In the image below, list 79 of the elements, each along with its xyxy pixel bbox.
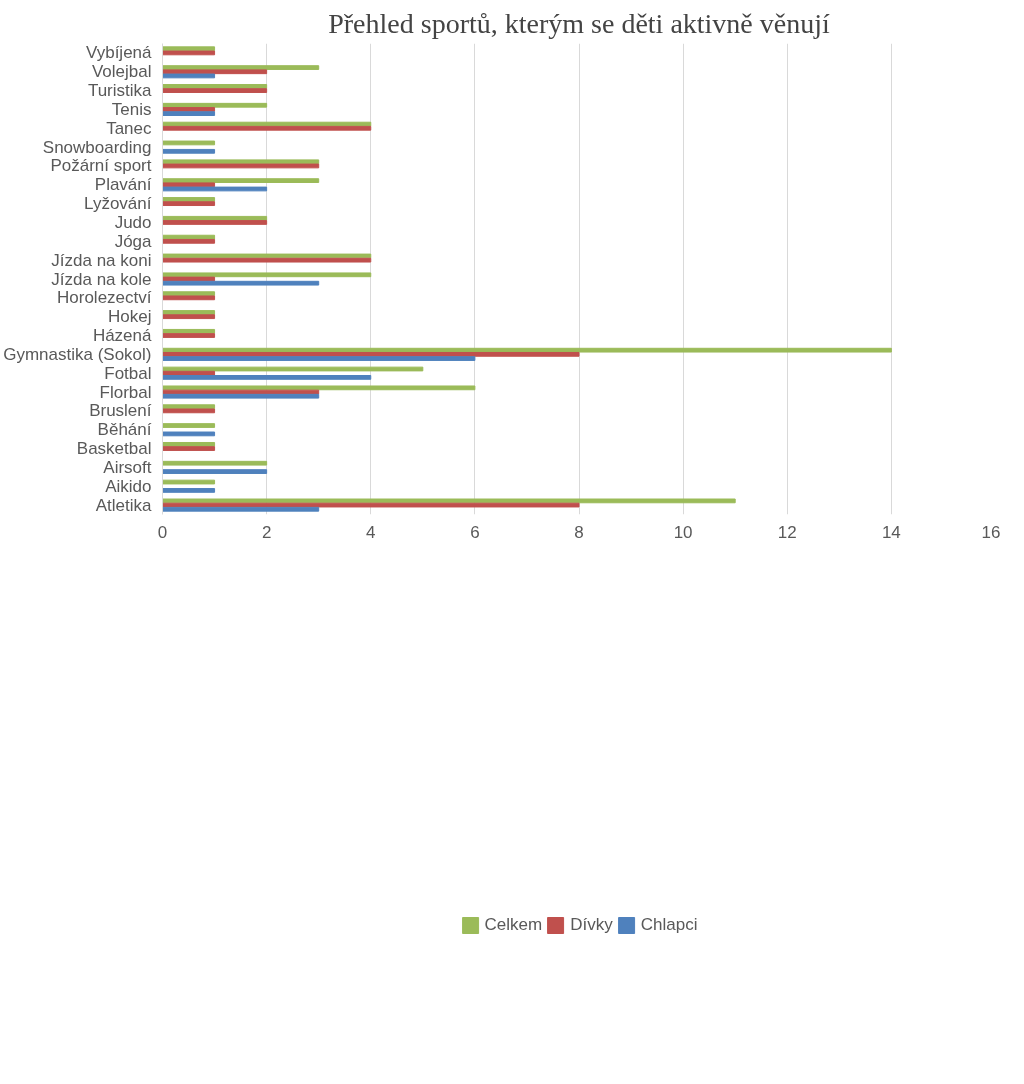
x-tick-label: 16: [981, 522, 1001, 542]
bar: [162, 178, 320, 183]
y-tick-label: Turistika: [87, 81, 153, 101]
x-tick-label: 12: [777, 522, 797, 542]
bar: [162, 502, 580, 508]
bar: [162, 314, 216, 320]
bar: [162, 102, 268, 108]
y-tick-label: Plavání: [94, 175, 152, 195]
y-tick-label: Tenis: [111, 99, 152, 119]
legend-label: Dívky: [570, 915, 613, 935]
y-tick-label: Aikido: [105, 476, 152, 496]
y-tick-label: Běhání: [97, 420, 152, 440]
legend-label: Celkem: [484, 915, 543, 935]
bar: [162, 423, 216, 428]
bar: [162, 253, 372, 259]
y-tick-label: Lyžování: [84, 194, 152, 214]
y-tick-label: Jóga: [114, 231, 153, 251]
bar: [162, 393, 320, 399]
y-tick-label: Hokej: [108, 307, 152, 327]
y-tick-label: Gymnastika (Sokol): [3, 344, 152, 364]
bar: [162, 220, 268, 225]
bar: [162, 65, 320, 70]
bar: [162, 498, 736, 504]
bar: [162, 385, 476, 391]
y-tick-label: Atletika: [95, 495, 153, 515]
bar: [162, 276, 216, 282]
bar: [162, 347, 892, 353]
bar: [162, 488, 216, 493]
y-tick-label: Fotbal: [104, 363, 152, 383]
bar: [162, 272, 372, 278]
bar: [162, 446, 216, 451]
y-tick-label: Airsoft: [103, 457, 152, 477]
x-tick-label: 0: [157, 522, 168, 542]
y-tick-label: Požární sport: [50, 156, 152, 176]
bar: [162, 163, 320, 169]
y-tick-label: Házená: [92, 326, 153, 346]
bar: [162, 88, 268, 93]
y-tick-label: Jízda na kole: [51, 269, 152, 289]
y-tick-label: Florbal: [99, 382, 152, 402]
y-tick-label: Bruslení: [89, 401, 152, 421]
bar: [162, 333, 216, 338]
bar: [162, 375, 372, 380]
bar: [162, 69, 268, 75]
x-tick-label: 2: [261, 522, 272, 542]
y-tick-label: Tanec: [106, 118, 152, 138]
bar: [162, 431, 216, 437]
x-tick-label: 8: [574, 522, 584, 542]
bar: [162, 201, 216, 207]
y-tick-label: Snowboarding: [42, 137, 152, 157]
x-tick-label: 6: [470, 522, 480, 542]
x-tick-label: 10: [673, 522, 693, 542]
bar: [162, 125, 372, 131]
bar: [162, 356, 476, 361]
bar: [162, 50, 216, 56]
bar: [162, 73, 216, 79]
x-tick-label: 14: [881, 522, 901, 542]
bar: [162, 186, 268, 192]
bar: [162, 460, 268, 466]
bar: [162, 408, 216, 414]
bar: [162, 257, 372, 263]
x-tick-label: 4: [366, 522, 376, 542]
y-tick-label: Judo: [114, 212, 152, 232]
bar: [162, 140, 216, 146]
bar: [162, 238, 216, 244]
bar: [162, 366, 424, 372]
bar: [162, 111, 216, 117]
y-tick-label: Jízda na koni: [51, 250, 152, 270]
y-tick-label: Volejbal: [91, 62, 152, 82]
y-tick-label: Basketbal: [76, 439, 152, 459]
bar: [162, 148, 216, 154]
y-tick-label: Vybíjená: [85, 43, 153, 63]
bar: [162, 506, 320, 512]
legend-label: Chlapci: [640, 915, 698, 935]
bar: [162, 479, 216, 485]
bar: [162, 295, 216, 301]
y-tick-label: Horolezectví: [57, 288, 152, 308]
bar: [162, 280, 320, 286]
chart-title: Přehled sportů, kterým se děti aktivně věnují: [328, 7, 830, 39]
bar: [162, 469, 268, 474]
